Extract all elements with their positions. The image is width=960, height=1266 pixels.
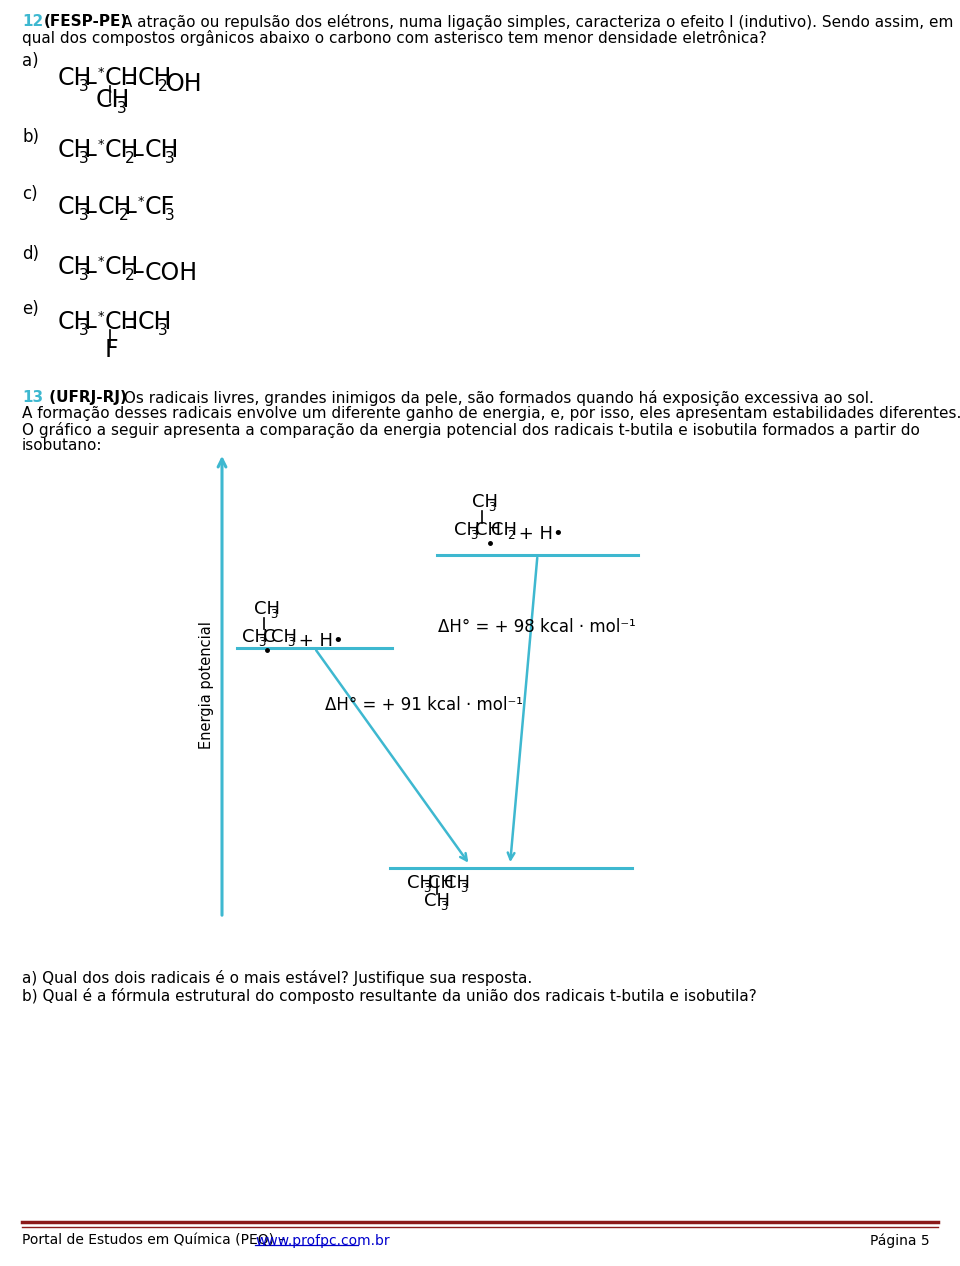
Text: Página 5: Página 5 xyxy=(870,1234,929,1248)
Text: CH: CH xyxy=(454,522,480,539)
Text: ΔH° = + 91 kcal · mol⁻¹: ΔH° = + 91 kcal · mol⁻¹ xyxy=(325,696,523,714)
Text: *: * xyxy=(98,66,105,80)
Text: CH: CH xyxy=(105,138,139,162)
Text: CH: CH xyxy=(428,874,454,893)
Text: CH: CH xyxy=(137,310,172,334)
Text: *: * xyxy=(98,310,105,323)
Text: (FESP-PE): (FESP-PE) xyxy=(44,14,129,29)
Text: –: – xyxy=(86,200,98,224)
Text: CH: CH xyxy=(472,494,498,511)
Text: 12: 12 xyxy=(22,14,43,29)
Text: –: – xyxy=(132,260,144,284)
Text: A formação desses radicais envolve um diferente ganho de energia, e, por isso, e: A formação desses radicais envolve um di… xyxy=(22,406,960,422)
Text: CH: CH xyxy=(475,522,501,539)
Text: Energia potencial: Energia potencial xyxy=(199,622,213,749)
Text: *: * xyxy=(138,195,144,209)
Text: a): a) xyxy=(22,52,38,70)
Text: COH: COH xyxy=(144,261,198,285)
Text: 3: 3 xyxy=(165,151,175,166)
Text: –: – xyxy=(86,71,98,95)
Text: ΔH° = + 98 kcal · mol⁻¹: ΔH° = + 98 kcal · mol⁻¹ xyxy=(438,618,636,636)
Text: 3: 3 xyxy=(79,208,88,223)
Text: CH: CH xyxy=(58,310,92,334)
Text: 3: 3 xyxy=(470,529,477,542)
Text: (UFRJ-RJ): (UFRJ-RJ) xyxy=(44,390,127,405)
Text: 3: 3 xyxy=(423,882,430,895)
Text: CF: CF xyxy=(144,195,175,219)
Text: CH: CH xyxy=(144,138,179,162)
Text: 3: 3 xyxy=(287,637,295,649)
Text: + H•: + H• xyxy=(513,525,564,543)
Text: *: * xyxy=(98,138,105,152)
Text: CH: CH xyxy=(58,138,92,162)
Text: 2: 2 xyxy=(119,208,129,223)
Text: CH: CH xyxy=(407,874,433,893)
Text: CH: CH xyxy=(424,893,450,910)
Text: CH: CH xyxy=(492,522,517,539)
Text: 3: 3 xyxy=(461,882,468,895)
Text: 3: 3 xyxy=(79,78,88,94)
Text: qual dos compostos orgânicos abaixo o carbono com asterisco tem menor densidade : qual dos compostos orgânicos abaixo o ca… xyxy=(22,30,767,46)
Text: d): d) xyxy=(22,246,39,263)
Text: e): e) xyxy=(22,300,38,318)
Text: Os radicais livres, grandes inimigos da pele, são formados quando há exposição e: Os radicais livres, grandes inimigos da … xyxy=(119,390,874,406)
Text: 3: 3 xyxy=(270,608,277,622)
Text: a) Qual dos dois radicais é o mais estável? Justifique sua resposta.: a) Qual dos dois radicais é o mais estáv… xyxy=(22,970,532,986)
Text: O gráfico a seguir apresenta a comparação da energia potencial dos radicais t-bu: O gráfico a seguir apresenta a comparaçã… xyxy=(22,422,920,438)
Text: isobutano:: isobutano: xyxy=(22,438,103,453)
Text: CH: CH xyxy=(105,66,139,90)
Text: *: * xyxy=(98,256,105,268)
Text: 3: 3 xyxy=(441,900,447,913)
Text: b) Qual é a fórmula estrutural do composto resultante da união dos radicais t-bu: b) Qual é a fórmula estrutural do compos… xyxy=(22,987,756,1004)
Text: 2: 2 xyxy=(126,151,135,166)
Text: c): c) xyxy=(22,185,37,203)
Text: CH: CH xyxy=(105,256,139,280)
Text: CH: CH xyxy=(444,874,470,893)
Text: –: – xyxy=(126,200,137,224)
Text: www.profpc.com.br: www.profpc.com.br xyxy=(255,1234,390,1248)
Text: 2: 2 xyxy=(158,78,168,94)
Text: CH: CH xyxy=(98,195,132,219)
Text: 2: 2 xyxy=(508,529,515,542)
Text: 2: 2 xyxy=(126,267,135,282)
Text: 3: 3 xyxy=(79,151,88,166)
Text: –: – xyxy=(86,315,98,339)
Text: A atração ou repulsão dos elétrons, numa ligação simples, caracteriza o efeito I: A atração ou repulsão dos elétrons, numa… xyxy=(117,14,953,30)
Text: CH: CH xyxy=(272,628,298,646)
Text: –: – xyxy=(86,143,98,167)
Text: –: – xyxy=(126,315,137,339)
Text: 3: 3 xyxy=(165,208,175,223)
Text: CH: CH xyxy=(58,195,92,219)
Text: Portal de Estudos em Química (PEQ) –: Portal de Estudos em Química (PEQ) – xyxy=(22,1234,290,1248)
Text: CH: CH xyxy=(137,66,172,90)
Text: CH: CH xyxy=(58,66,92,90)
Text: + H•: + H• xyxy=(293,632,344,649)
Text: 3: 3 xyxy=(79,323,88,338)
Text: CH: CH xyxy=(96,89,130,113)
Text: 3: 3 xyxy=(488,501,495,514)
Text: 13: 13 xyxy=(22,390,43,405)
Text: –: – xyxy=(132,143,144,167)
Text: –: – xyxy=(86,260,98,284)
Text: 3: 3 xyxy=(79,267,88,282)
Text: CH: CH xyxy=(254,600,280,618)
Text: –: – xyxy=(126,71,137,95)
Text: b): b) xyxy=(22,128,39,146)
Text: F: F xyxy=(105,338,118,362)
Text: 3: 3 xyxy=(116,101,127,115)
Text: 3: 3 xyxy=(258,637,265,649)
Text: CH: CH xyxy=(58,256,92,280)
Text: 3: 3 xyxy=(158,323,168,338)
Text: OH: OH xyxy=(165,72,202,96)
Text: C: C xyxy=(263,628,276,646)
Text: CH: CH xyxy=(242,628,268,646)
Text: CH: CH xyxy=(105,310,139,334)
